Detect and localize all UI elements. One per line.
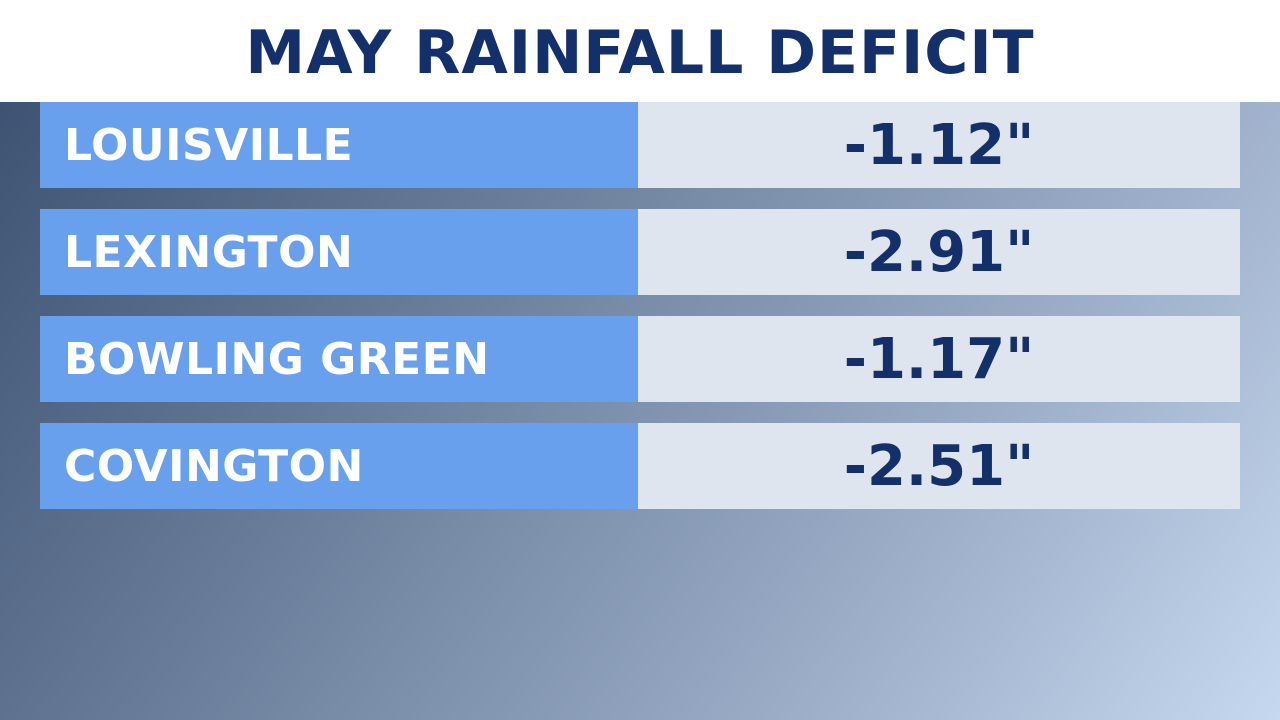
deficit-value: -2.91" (843, 219, 1035, 285)
value-cell: -1.17" (638, 316, 1240, 402)
city-label: COVINGTON (64, 440, 364, 492)
background-panel (0, 102, 1280, 720)
deficit-value: -1.17" (843, 326, 1035, 392)
table-row: LEXINGTON -2.91" (40, 209, 1240, 295)
value-cell: -1.12" (638, 102, 1240, 188)
city-cell: LOUISVILLE (40, 102, 638, 188)
city-label: BOWLING GREEN (64, 333, 490, 385)
deficit-table: LOUISVILLE -1.12" LEXINGTON -2.91" BOWLI… (40, 102, 1240, 530)
city-label: LEXINGTON (64, 226, 354, 278)
deficit-value: -1.12" (843, 112, 1035, 178)
table-row: BOWLING GREEN -1.17" (40, 316, 1240, 402)
city-cell: LEXINGTON (40, 209, 638, 295)
table-row: COVINGTON -2.51" (40, 423, 1240, 509)
value-cell: -2.51" (638, 423, 1240, 509)
deficit-value: -2.51" (843, 433, 1035, 499)
page-title: MAY RAINFALL DEFICIT (245, 18, 1035, 88)
title-bar: MAY RAINFALL DEFICIT (0, 0, 1280, 102)
value-cell: -2.91" (638, 209, 1240, 295)
city-cell: BOWLING GREEN (40, 316, 638, 402)
city-cell: COVINGTON (40, 423, 638, 509)
city-label: LOUISVILLE (64, 119, 354, 171)
table-row: LOUISVILLE -1.12" (40, 102, 1240, 188)
